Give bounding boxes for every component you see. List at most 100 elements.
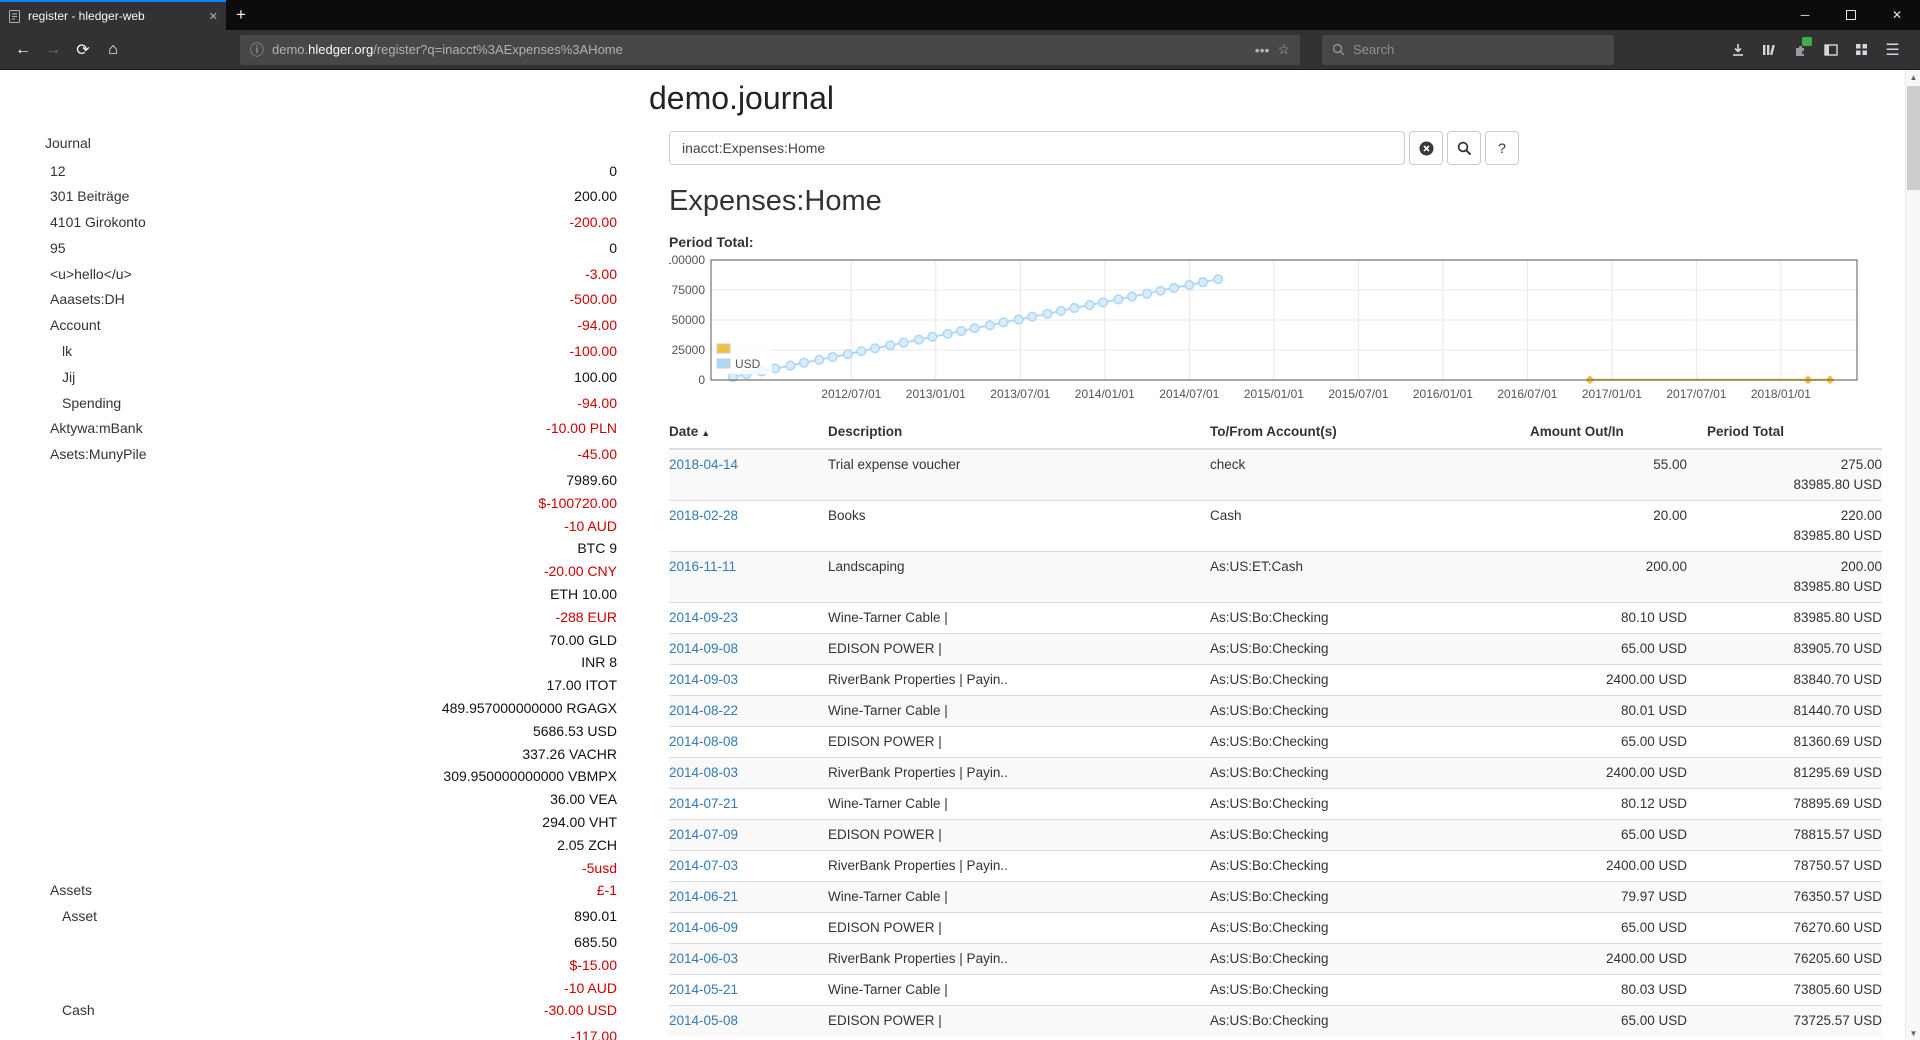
page-actions-icon[interactable]: ••• bbox=[1254, 41, 1270, 58]
balance-amount: 7989.60 bbox=[566, 472, 617, 489]
account-link[interactable]: 12 bbox=[50, 162, 66, 179]
balance-amount: $-100720.00 bbox=[538, 494, 617, 511]
date-link[interactable]: 2014-09-08 bbox=[669, 641, 739, 656]
account-balance: -500.00 bbox=[570, 288, 617, 311]
account-row: Account -94.00 bbox=[45, 313, 617, 339]
cell-description: Books bbox=[828, 500, 1210, 552]
menu-hamburger-icon[interactable]: ☰ bbox=[1885, 41, 1900, 59]
balance-amount: 685.50 bbox=[574, 934, 617, 950]
cell-date: 2018-02-28 bbox=[669, 500, 828, 552]
home-button[interactable]: ⌂ bbox=[108, 40, 118, 58]
cell-amount: 65.00 USD bbox=[1530, 726, 1707, 758]
window-minimize-button[interactable]: ─ bbox=[1800, 8, 1810, 22]
account-link[interactable]: Aaasets:DH bbox=[50, 291, 125, 308]
cell-description: EDISON POWER | bbox=[828, 1005, 1210, 1036]
account-link[interactable]: 95 bbox=[50, 239, 66, 256]
account-link[interactable]: 301 Beiträge bbox=[50, 188, 130, 205]
date-link[interactable]: 2014-06-03 bbox=[669, 951, 739, 966]
forward-button[interactable]: → bbox=[45, 40, 61, 58]
date-link[interactable]: 2014-05-21 bbox=[669, 982, 739, 997]
extension-icon[interactable] bbox=[1784, 35, 1815, 65]
date-link[interactable]: 2014-07-09 bbox=[669, 827, 739, 842]
date-link[interactable]: 2014-06-21 bbox=[669, 889, 739, 904]
date-link[interactable]: 2014-09-03 bbox=[669, 672, 739, 687]
date-link[interactable]: 2018-02-28 bbox=[669, 508, 739, 523]
window-close-button[interactable]: ✕ bbox=[1891, 8, 1903, 22]
balance-amount: -288 EUR bbox=[555, 608, 617, 625]
register-row: 2014-09-23 Wine-Tarner Cable | As:US:Bo:Ch… bbox=[669, 602, 1882, 634]
help-button[interactable]: ? bbox=[1485, 131, 1519, 165]
account-link[interactable]: Account bbox=[50, 317, 101, 334]
column-description[interactable]: Description bbox=[828, 416, 1210, 450]
sidebar-journal-link[interactable]: Journal bbox=[45, 135, 91, 151]
account-link[interactable]: <u>hello</u> bbox=[50, 265, 132, 282]
cell-date: 2014-07-03 bbox=[669, 850, 828, 882]
account-link[interactable]: Cash bbox=[62, 1002, 95, 1019]
period-total-line: 78815.57 USD bbox=[1793, 827, 1882, 842]
account-link[interactable]: Aktywa:mBank bbox=[50, 420, 143, 437]
scrollbar-thumb[interactable] bbox=[1907, 86, 1920, 190]
browser-tab[interactable]: register - hledger-web ✕ bbox=[0, 0, 226, 30]
bookmark-star-icon[interactable]: ☆ bbox=[1277, 41, 1290, 57]
column-period-total[interactable]: Period Total bbox=[1707, 416, 1882, 450]
balance-amount: BTC 9 bbox=[577, 540, 617, 557]
svg-text:100000: 100000 bbox=[669, 253, 705, 267]
date-link[interactable]: 2014-08-22 bbox=[669, 703, 739, 718]
scroll-up-icon[interactable]: ▲ bbox=[1909, 72, 1918, 82]
column-account[interactable]: To/From Account(s) bbox=[1210, 416, 1530, 450]
cell-period-total: 76205.60 USD bbox=[1707, 943, 1882, 975]
tab-close-icon[interactable]: ✕ bbox=[208, 10, 218, 23]
account-row: Cash 685.50 $-15.00 -10 AUD -30.00 USD bbox=[45, 930, 617, 1024]
new-tab-button[interactable]: + bbox=[236, 5, 246, 24]
cell-period-total: 81440.70 USD bbox=[1707, 695, 1882, 727]
window-maximize-button[interactable] bbox=[1828, 0, 1874, 30]
date-link[interactable]: 2014-08-08 bbox=[669, 734, 739, 749]
account-row: 95 0 bbox=[45, 235, 617, 261]
page-scrollbar[interactable]: ▲ ▼ bbox=[1905, 70, 1920, 1040]
account-balance: 685.50 $-15.00 -10 AUD -30.00 USD bbox=[544, 931, 617, 1022]
clear-icon bbox=[1419, 141, 1433, 155]
date-link[interactable]: 2014-07-21 bbox=[669, 796, 739, 811]
column-amount[interactable]: Amount Out/In bbox=[1530, 416, 1707, 450]
query-input[interactable] bbox=[669, 131, 1405, 165]
period-total-line: 220.00 bbox=[1840, 508, 1882, 523]
page-title: demo.journal bbox=[649, 80, 834, 116]
cell-amount: 2400.00 USD bbox=[1530, 943, 1707, 975]
account-link[interactable]: Jij bbox=[62, 368, 76, 385]
reload-button[interactable]: ⟳ bbox=[76, 41, 90, 59]
svg-text:25000: 25000 bbox=[672, 343, 706, 357]
svg-text:0: 0 bbox=[698, 373, 705, 387]
account-link[interactable]: Asets:MunyPile bbox=[50, 446, 147, 463]
browser-search-field[interactable]: Search bbox=[1322, 34, 1614, 65]
date-link[interactable]: 2014-09-23 bbox=[669, 610, 739, 625]
url-bar[interactable]: ⓘ demo.hledger.org/register?q=inacct%3AE… bbox=[240, 34, 1300, 65]
cell-amount: 80.03 USD bbox=[1530, 974, 1707, 1006]
apps-grid-icon[interactable] bbox=[1846, 35, 1877, 65]
account-link[interactable]: 4101 Girokonto bbox=[50, 214, 146, 231]
account-link[interactable]: lk bbox=[62, 343, 73, 360]
downloads-icon[interactable] bbox=[1722, 35, 1753, 65]
account-balance: 890.01 bbox=[574, 905, 617, 928]
date-link[interactable]: 2014-05-08 bbox=[669, 1013, 739, 1028]
column-date[interactable]: Date ▲ bbox=[669, 416, 828, 450]
cell-account: As:US:Bo:Checking bbox=[1210, 912, 1530, 944]
account-link[interactable]: Spending bbox=[62, 394, 122, 411]
date-link[interactable]: 2014-08-03 bbox=[669, 765, 739, 780]
cell-description: Wine-Tarner Cable | bbox=[828, 881, 1210, 913]
date-link[interactable]: 2014-06-09 bbox=[669, 920, 739, 935]
date-link[interactable]: 2014-07-03 bbox=[669, 858, 739, 873]
scroll-down-icon[interactable]: ▼ bbox=[1909, 1028, 1918, 1038]
clear-query-button[interactable] bbox=[1409, 131, 1443, 165]
sidebar-toggle-icon[interactable] bbox=[1815, 35, 1846, 65]
account-link[interactable]: Asset bbox=[62, 908, 98, 925]
date-link[interactable]: 2018-04-14 bbox=[669, 457, 739, 472]
back-button[interactable]: ← bbox=[15, 40, 31, 58]
page-info-icon[interactable]: ⓘ bbox=[250, 41, 264, 58]
balance-amount: 0 bbox=[609, 239, 617, 256]
date-link[interactable]: 2016-11-11 bbox=[669, 559, 737, 574]
account-link[interactable]: Assets bbox=[50, 882, 93, 899]
search-submit-button[interactable] bbox=[1447, 131, 1481, 165]
cell-account: As:US:Bo:Checking bbox=[1210, 881, 1530, 913]
cell-period-total: 220.00 83985.80 USD bbox=[1707, 500, 1882, 552]
library-icon[interactable] bbox=[1753, 35, 1784, 65]
